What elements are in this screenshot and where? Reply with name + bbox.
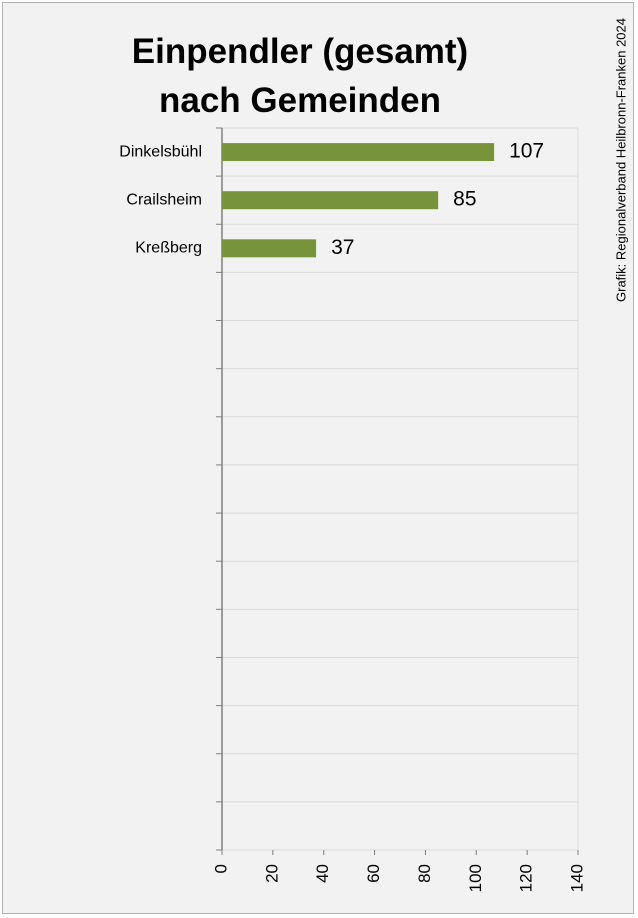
chart-title-line-2: nach Gemeinden bbox=[158, 81, 442, 120]
bar-Kreßberg bbox=[222, 239, 317, 258]
x-tick-label: 80 bbox=[415, 864, 434, 883]
x-tick-label: 100 bbox=[466, 864, 485, 892]
data-label: 85 bbox=[453, 188, 476, 211]
category-label: Crailsheim bbox=[126, 191, 202, 208]
data-label: 37 bbox=[331, 236, 354, 259]
data-label: 107 bbox=[509, 140, 544, 163]
x-tick-label: 40 bbox=[313, 864, 332, 883]
x-tick-label: 60 bbox=[364, 864, 383, 883]
x-tick-label: 0 bbox=[211, 864, 230, 873]
category-label: Dinkelsbühl bbox=[119, 143, 202, 160]
x-tick-label: 120 bbox=[517, 864, 536, 892]
chart-title-line-1: Einpendler (gesamt) bbox=[131, 32, 469, 71]
x-tick-label: 20 bbox=[262, 864, 281, 883]
x-tick-label: 140 bbox=[567, 864, 586, 892]
bar-Crailsheim bbox=[222, 191, 439, 210]
bar-Dinkelsbühl bbox=[222, 143, 495, 162]
category-label: Kreßberg bbox=[135, 240, 202, 257]
